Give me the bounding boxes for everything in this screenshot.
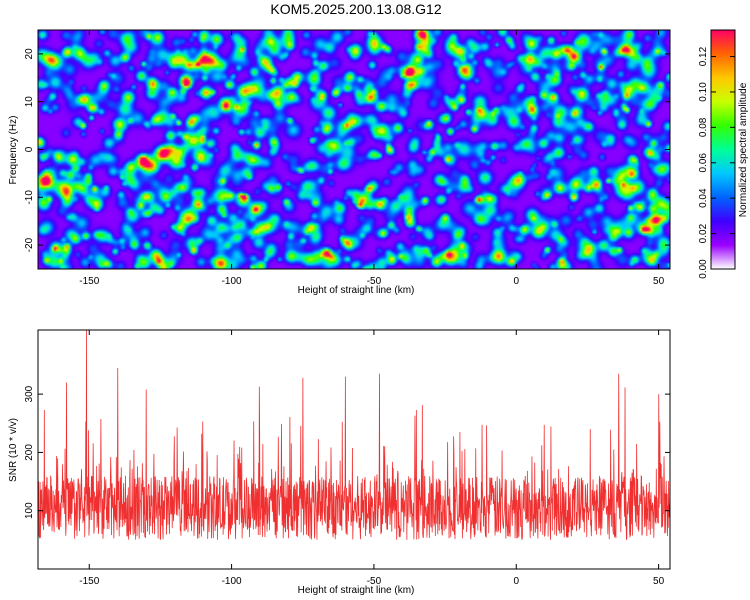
heatmap-x-label: Height of straight line (km)	[298, 285, 415, 296]
x-tick-label: -150	[79, 576, 99, 587]
y-tick-label: 0	[24, 146, 35, 152]
snr-x-label: Height of straight line (km)	[298, 585, 415, 596]
x-tick-label: -150	[79, 276, 99, 287]
colorbar-gradient	[710, 29, 736, 270]
y-tick-label: -10	[24, 190, 35, 205]
x-tick-label: 0	[513, 576, 519, 587]
heatmap-y-axis: -20 -10 0 10 20	[24, 48, 670, 252]
y-tick-label: 20	[24, 48, 35, 60]
colorbar-ticks: 0.00 0.02 0.04 0.06 0.08 0.10 0.12	[698, 46, 735, 279]
snr-x-axis: -150 -100 -50 0 50	[79, 330, 665, 587]
colorbar: 0.00 0.02 0.04 0.06 0.08 0.10 0.12 Normalized …	[698, 29, 749, 279]
snr-series-line	[38, 330, 670, 540]
colorbar-tick-label: 0.10	[698, 82, 709, 102]
y-tick-label: 300	[24, 385, 35, 402]
snr-y-axis: 100 200 300	[24, 385, 670, 519]
y-tick-label: 10	[24, 96, 35, 108]
snr-y-label: SNR (10 * v/v)	[8, 418, 19, 482]
y-tick-label: 200	[24, 444, 35, 461]
colorbar-tick-label: 0.04	[698, 188, 709, 208]
colorbar-label: Normalized spectral amplitude	[738, 82, 749, 217]
x-tick-label: 50	[653, 276, 665, 287]
y-tick-label: 100	[24, 502, 35, 519]
heatmap-y-label: Frequency (Hz)	[8, 116, 19, 185]
x-tick-label: -50	[367, 276, 382, 287]
colorbar-tick-label: 0.06	[698, 153, 709, 173]
snr-panel: -150 -100 -50 0 50 100 200 300 Height of strai…	[8, 329, 671, 596]
colorbar-tick-label: 0.02	[698, 223, 709, 243]
x-tick-label: -100	[222, 576, 242, 587]
colorbar-tick-label: 0.00	[698, 259, 709, 279]
colorbar-tick-label: 0.12	[698, 46, 709, 66]
y-tick-label: -20	[24, 237, 35, 252]
snr-frame	[37, 329, 671, 570]
colorbar-tick-label: 0.08	[698, 117, 709, 137]
x-tick-label: -50	[367, 576, 382, 587]
heatmap-x-axis: -150 -100 -50 0 50	[79, 30, 665, 287]
figure-title: KOM5.2025.200.13.08.G12	[270, 1, 441, 17]
x-tick-label: -100	[222, 276, 242, 287]
x-tick-label: 0	[513, 276, 519, 287]
x-tick-label: 50	[653, 576, 665, 587]
spectrogram-image	[38, 30, 670, 269]
